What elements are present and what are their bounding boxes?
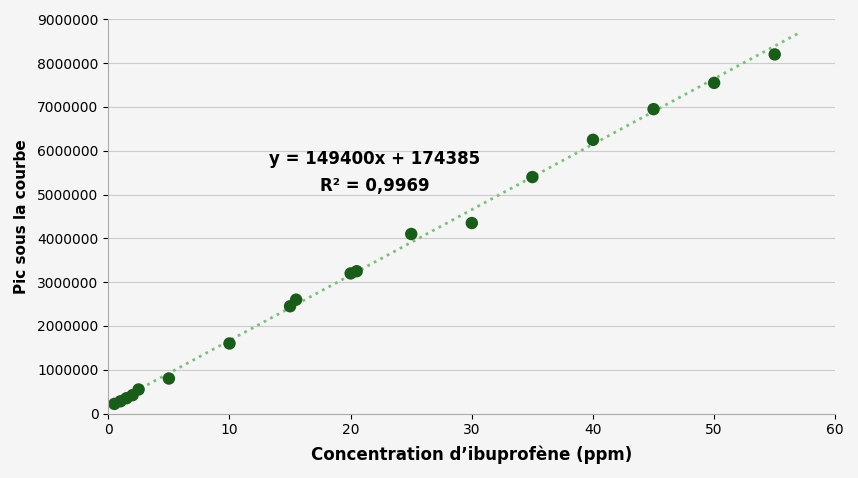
- Point: [283, 303, 297, 310]
- Point: [344, 270, 358, 277]
- Point: [132, 386, 146, 393]
- Point: [526, 173, 540, 181]
- Point: [113, 398, 127, 405]
- Point: [289, 296, 303, 304]
- Text: y = 149400x + 174385: y = 149400x + 174385: [269, 150, 480, 168]
- Point: [404, 230, 418, 238]
- Point: [350, 267, 364, 275]
- X-axis label: Concentration d’ibuprofène (ppm): Concentration d’ibuprofène (ppm): [311, 445, 632, 464]
- Point: [222, 340, 236, 348]
- Point: [119, 394, 133, 402]
- Point: [162, 375, 176, 382]
- Point: [107, 400, 121, 408]
- Point: [586, 136, 600, 144]
- Point: [707, 79, 721, 87]
- Point: [465, 219, 479, 227]
- Y-axis label: Pic sous la courbe: Pic sous la courbe: [14, 139, 29, 294]
- Point: [768, 51, 782, 58]
- Point: [647, 105, 661, 113]
- Text: R² = 0,9969: R² = 0,9969: [320, 177, 430, 195]
- Point: [125, 391, 139, 399]
